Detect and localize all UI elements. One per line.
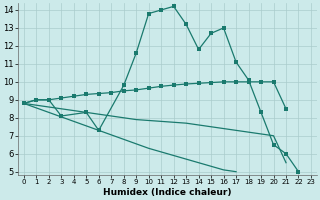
X-axis label: Humidex (Indice chaleur): Humidex (Indice chaleur) xyxy=(103,188,232,197)
